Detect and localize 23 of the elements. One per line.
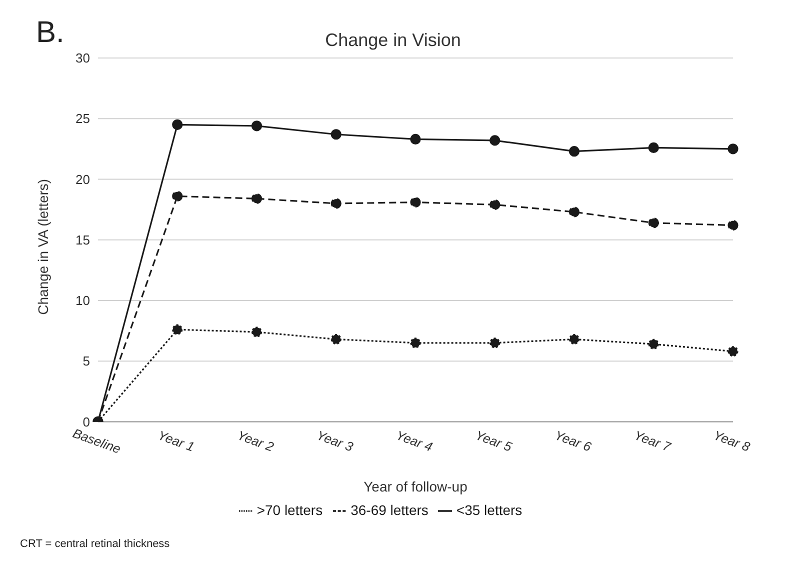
x-tick-label: Year 1 — [156, 428, 196, 454]
chart-title: Change in Vision — [325, 30, 461, 50]
x-tick-label: Year 3 — [314, 428, 356, 455]
x-tick-label: Year 4 — [394, 428, 435, 454]
y-axis-title: Change in VA (letters) — [34, 178, 51, 315]
x-tick-label: Year 7 — [632, 428, 674, 455]
text: CRT = central retinal thickness — [20, 538, 170, 550]
legend-label: <35 letters — [456, 502, 522, 518]
y-tick-label: 0 — [82, 414, 90, 430]
x-tick-label: Year 5 — [473, 428, 515, 455]
y-tick-label: 20 — [76, 172, 90, 187]
text: B. — [36, 16, 64, 50]
y-tick-label: 5 — [82, 354, 90, 369]
x-axis-title: Year of follow-up — [364, 478, 468, 495]
x-tick-label: Year 8 — [712, 428, 753, 455]
legend-label: >70 letters — [256, 502, 323, 518]
x-tick-label: Year 6 — [552, 428, 594, 455]
y-tick-label: 30 — [76, 50, 90, 66]
legend-label: 36-69 letters — [350, 502, 428, 518]
y-tick-label: 25 — [76, 111, 90, 126]
x-tick-label: Year 2 — [235, 428, 276, 455]
y-tick-label: 15 — [76, 232, 90, 248]
y-tick-label: 10 — [76, 293, 90, 308]
